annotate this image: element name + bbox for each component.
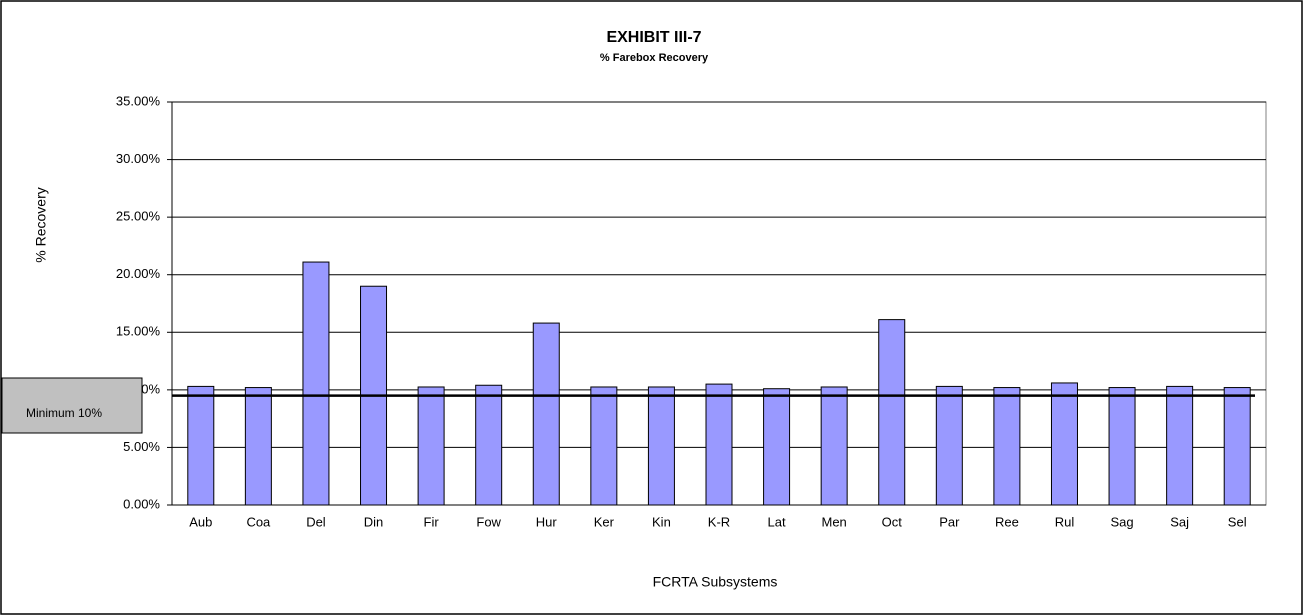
x-tick-label: Par (939, 514, 960, 529)
x-tick-label: Men (822, 514, 847, 529)
bar (878, 319, 906, 506)
bar (1050, 382, 1078, 506)
bar (935, 385, 963, 506)
bar (993, 387, 1021, 506)
x-tick-label: Sag (1110, 514, 1133, 529)
x-tick-label: Oct (882, 514, 903, 529)
x-tick-label: Kin (652, 514, 671, 529)
bar (590, 386, 618, 506)
bar (1166, 385, 1194, 506)
bar (1223, 387, 1251, 506)
bar (705, 383, 733, 506)
x-tick-label: Aub (189, 514, 212, 529)
x-tick-label: Sel (1228, 514, 1247, 529)
bar (475, 384, 503, 506)
bar (187, 385, 215, 506)
x-tick-label: Fow (476, 514, 501, 529)
x-tick-label: Din (364, 514, 384, 529)
bar (532, 322, 560, 506)
bar (244, 387, 272, 506)
y-tick-label: 15.00% (116, 324, 161, 339)
y-tick-label: 25.00% (116, 209, 161, 224)
chart-title: EXHIBIT III-7 (606, 29, 701, 46)
x-tick-label: Fir (424, 514, 440, 529)
threshold-label-box (1, 377, 143, 434)
x-tick-label: K-R (708, 514, 730, 529)
bar (417, 386, 445, 506)
x-tick-label: Lat (768, 514, 786, 529)
bar (1108, 387, 1136, 506)
bar (763, 388, 791, 506)
y-tick-label: 5.00% (123, 439, 160, 454)
bar (647, 386, 675, 506)
bar (302, 261, 330, 506)
bar (820, 386, 848, 506)
x-tick-label: Saj (1170, 514, 1189, 529)
x-tick-label: Coa (246, 514, 271, 529)
chart-subtitle: % Farebox Recovery (600, 52, 709, 64)
x-axis-label: FCRTA Subsystems (653, 574, 778, 590)
x-tick-label: Ker (594, 514, 615, 529)
y-tick-label: 35.00% (116, 93, 161, 108)
x-tick-label: Del (306, 514, 326, 529)
x-tick-label: Hur (536, 514, 558, 529)
y-axis-label: % Recovery (33, 187, 49, 262)
y-tick-label: 30.00% (116, 151, 161, 166)
x-tick-label: Ree (995, 514, 1019, 529)
y-tick-label: 0.00% (123, 496, 160, 511)
x-tick-label: Rul (1055, 514, 1075, 529)
threshold-label: Minimum 10% (26, 406, 102, 420)
y-tick-label: 20.00% (116, 266, 161, 281)
